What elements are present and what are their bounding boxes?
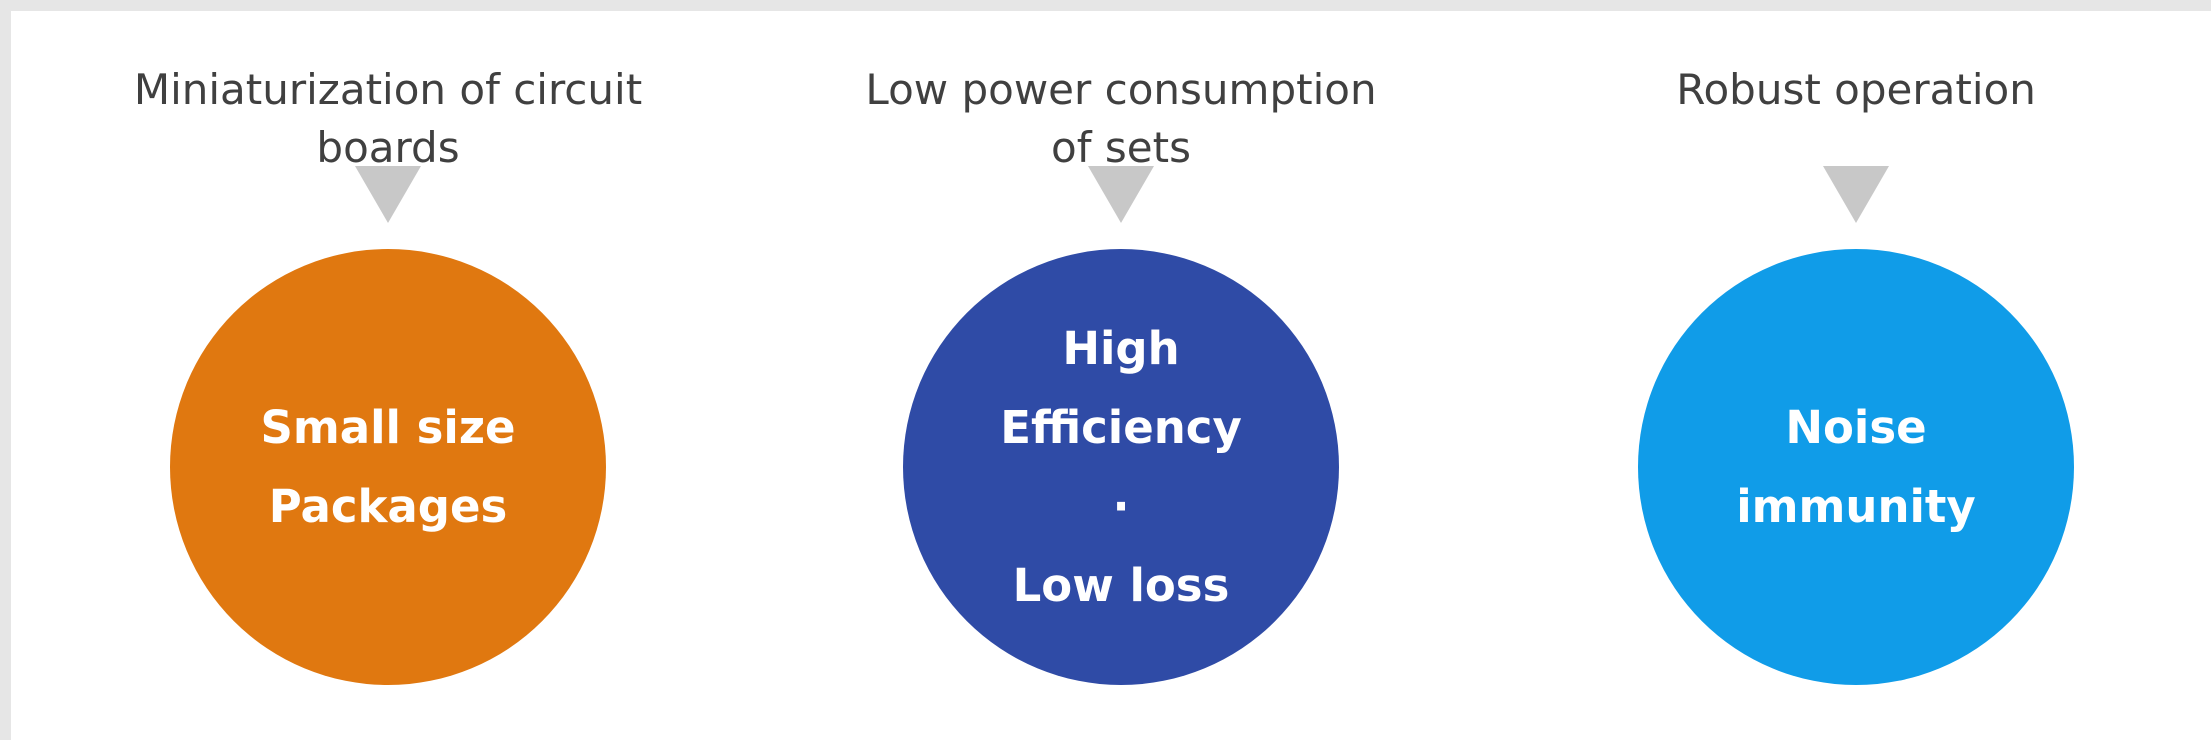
heading-line: Robust operation (1676, 65, 2036, 114)
heading-line: Miniaturization of circuit (133, 65, 643, 114)
circle-text: · (1112, 480, 1130, 533)
arrow (1823, 166, 1889, 223)
circle-text: Efficiency (1000, 401, 1242, 454)
circle-text: immunity (1736, 480, 1976, 533)
heading: Low power consumption of sets (771, 61, 1471, 177)
circle: Noise immunity (1638, 249, 2074, 685)
arrow (355, 166, 421, 223)
heading: Robust operation (1506, 61, 2206, 119)
circle-text: High (1062, 322, 1180, 375)
heading-line: boards (316, 123, 460, 172)
circle-text: Low loss (1012, 559, 1230, 612)
column: Miniaturization of circuit boards Small si… (38, 11, 738, 740)
heading-line: of sets (1051, 123, 1191, 172)
heading: Miniaturization of circuit boards (38, 61, 738, 177)
circle-text: Noise (1785, 401, 1927, 454)
column: Low power consumption of sets High Efficien… (771, 11, 1471, 740)
diagram: Miniaturization of circuit boards Small si… (11, 11, 2211, 740)
circle: Small size Packages (170, 249, 606, 685)
column: Robust operation Noise immunity (1506, 11, 2206, 740)
circle-text: Small size (260, 401, 516, 454)
circle-text: Packages (268, 480, 508, 533)
circle: High Efficiency · Low loss (903, 249, 1339, 685)
arrow (1088, 166, 1154, 223)
heading-line: Low power consumption (865, 65, 1377, 114)
